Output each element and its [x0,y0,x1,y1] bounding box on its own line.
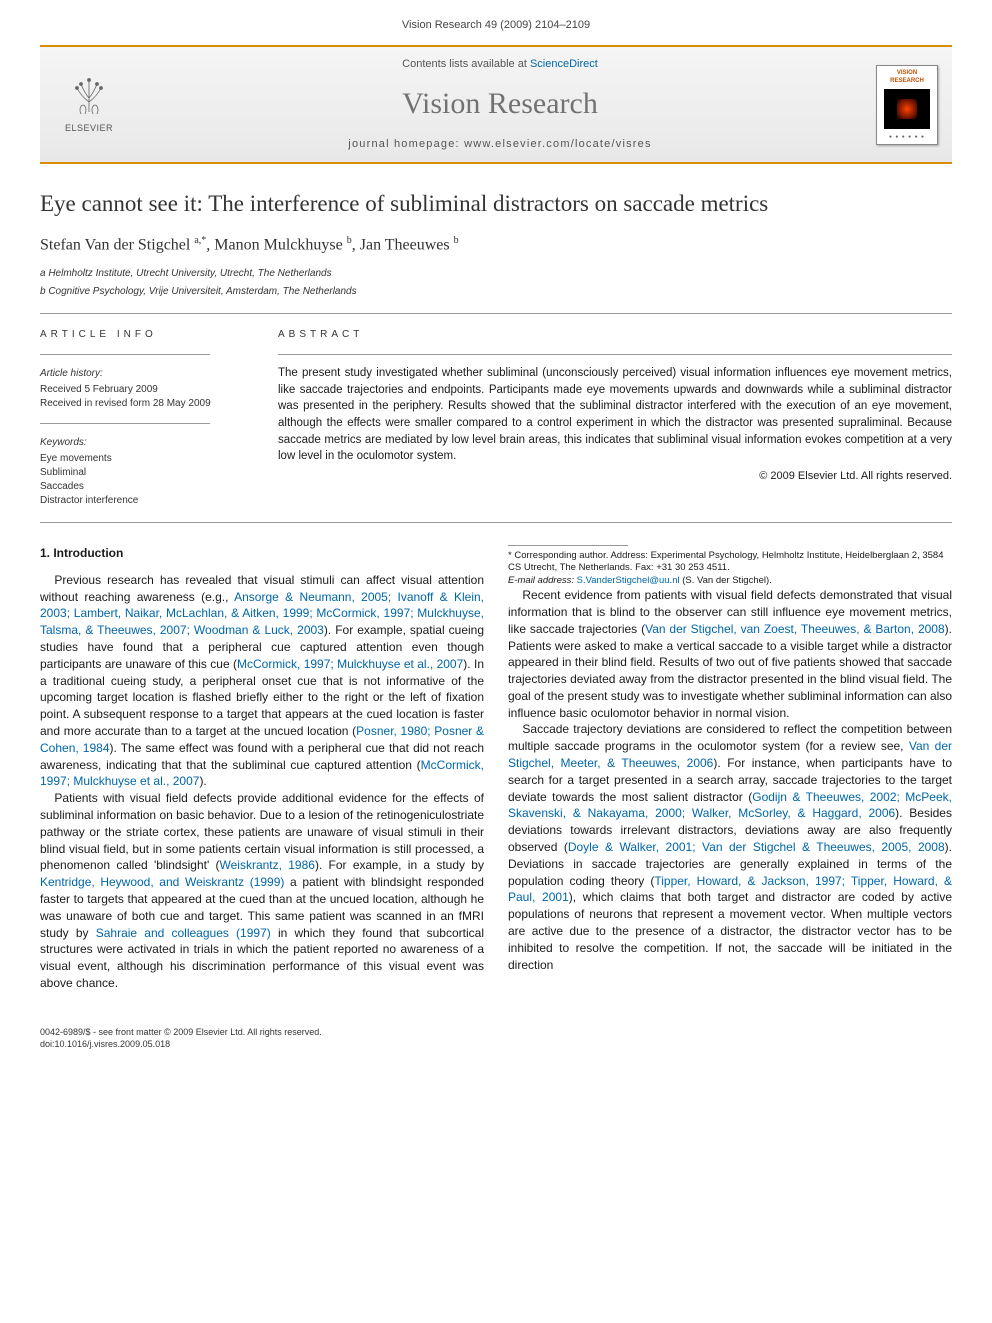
body-text-columns: 1. Introduction Previous research has re… [40,545,952,992]
masthead-center: Contents lists available at ScienceDirec… [124,57,876,152]
doi-line: doi:10.1016/j.visres.2009.05.018 [40,1038,952,1051]
page-footer: 0042-6989/$ - see front matter © 2009 El… [0,1022,992,1067]
paragraph: Patients with visual field defects provi… [40,790,484,992]
sciencedirect-link[interactable]: ScienceDirect [530,58,598,70]
horizontal-rule [40,522,952,523]
affiliation-a: a Helmholtz Institute, Utrecht Universit… [40,267,952,281]
running-header: Vision Research 49 (2009) 2104–2109 [0,0,992,41]
journal-homepage-url: www.elsevier.com/locate/visres [464,138,652,150]
citation-link[interactable]: Van der Stigchel, van Zoest, Theeuwes, &… [645,622,945,636]
article-info-column: ARTICLE INFO Article history: Received 5… [40,328,250,508]
authors-line: Stefan Van der Stigchel a,*, Manon Mulck… [40,234,952,257]
paragraph: Recent evidence from patients with visua… [508,587,952,721]
keyword: Eye movements [40,452,250,466]
info-abstract-row: ARTICLE INFO Article history: Received 5… [40,328,952,508]
cover-image-icon [884,89,930,129]
paragraph: Previous research has revealed that visu… [40,572,484,790]
contents-available-line: Contents lists available at ScienceDirec… [134,57,866,72]
cover-title: VISION RESEARCH [880,69,934,86]
footnote-rule [508,545,628,546]
paragraph: Saccade trajectory deviations are consid… [508,721,952,973]
article-body: Eye cannot see it: The interference of s… [0,188,992,1022]
citation-link[interactable]: McCormick, 1997; Mulckhuyse et al., 2007 [237,657,463,671]
journal-masthead: ELSEVIER Contents lists available at Sci… [40,45,952,164]
citation-link[interactable]: Doyle & Walker, 2001; Van der Stigchel &… [568,840,945,854]
info-rule [40,423,210,424]
article-info-heading: ARTICLE INFO [40,328,250,342]
keyword: Saccades [40,480,250,494]
journal-cover-thumbnail: VISION RESEARCH ● ● ● ● ● ● [876,65,938,145]
elsevier-tree-icon [69,74,109,120]
email-link[interactable]: S.VanderStigchel@uu.nl [577,575,680,586]
received-date: Received 5 February 2009 [40,383,250,397]
keyword: Distractor interference [40,494,250,508]
citation-link[interactable]: Weiskrantz, 1986 [220,858,315,872]
abstract-heading: ABSTRACT [278,328,952,342]
citation-text: Vision Research 49 (2009) 2104–2109 [402,19,590,31]
affiliation-b: b Cognitive Psychology, Vrije Universite… [40,285,952,299]
section-1-heading: 1. Introduction [40,545,484,562]
journal-name: Vision Research [134,83,866,125]
publisher-logo: ELSEVIER [54,70,124,140]
abstract-column: ABSTRACT The present study investigated … [278,328,952,508]
citation-link[interactable]: Sahraie and colleagues (1997) [96,926,271,940]
publisher-name: ELSEVIER [65,122,113,135]
keyword: Subliminal [40,466,250,480]
cover-decoration: ● ● ● ● ● ● [889,134,925,141]
keywords-title: Keywords: [40,436,250,450]
abstract-text: The present study investigated whether s… [278,365,952,465]
history-title: Article history: [40,367,250,381]
issn-line: 0042-6989/$ - see front matter © 2009 El… [40,1026,952,1039]
article-title: Eye cannot see it: The interference of s… [40,188,952,220]
abstract-copyright: © 2009 Elsevier Ltd. All rights reserved… [278,469,952,484]
horizontal-rule [40,313,952,314]
info-rule [40,354,210,355]
corresponding-author-footnote: * Corresponding author. Address: Experim… [508,550,952,587]
journal-homepage-line: journal homepage: www.elsevier.com/locat… [134,137,866,152]
citation-link[interactable]: Kentridge, Heywood, and Weiskrantz (1999… [40,875,284,889]
revised-date: Received in revised form 28 May 2009 [40,397,250,411]
abstract-rule [278,354,952,355]
